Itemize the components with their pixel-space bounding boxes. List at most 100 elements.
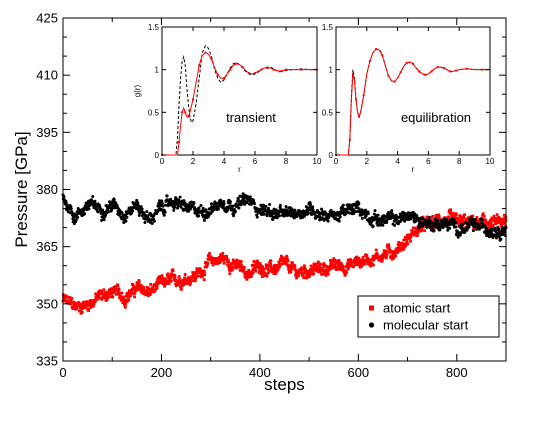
data-point [495, 213, 499, 217]
data-point [359, 262, 363, 266]
data-point [285, 256, 289, 259]
data-point [273, 266, 277, 270]
data-point [93, 299, 97, 303]
data-point [70, 300, 73, 304]
data-point [417, 229, 421, 233]
data-point [143, 220, 147, 224]
data-point [267, 264, 271, 268]
data-point [278, 265, 281, 269]
data-point [167, 282, 171, 285]
inset-equilibration-x-tick-label: 2 [365, 157, 370, 166]
inset-equilibration-y-tick-label: 0 [329, 151, 334, 160]
data-point [320, 207, 324, 211]
data-point [170, 273, 174, 277]
data-point [246, 273, 250, 276]
data-point [125, 291, 129, 295]
inset-transient-frame [161, 26, 318, 156]
data-point [201, 274, 205, 278]
data-point [195, 275, 198, 279]
data-point [137, 280, 141, 284]
data-point [169, 276, 172, 280]
data-point [227, 260, 230, 264]
data-point [353, 259, 357, 263]
data-point [264, 204, 268, 208]
data-point [160, 274, 164, 278]
data-point [197, 214, 201, 218]
inset-transient-marker [229, 68, 232, 71]
data-point [139, 205, 143, 209]
data-point [71, 215, 75, 219]
data-point [179, 285, 182, 288]
data-point [102, 218, 106, 222]
data-point [497, 227, 501, 231]
data-point [222, 261, 226, 265]
data-point [416, 216, 420, 220]
data-point [64, 296, 67, 299]
data-point [437, 213, 440, 217]
data-point [171, 269, 175, 273]
data-point [260, 275, 264, 279]
data-point [355, 255, 359, 259]
data-point [275, 263, 278, 267]
data-point [402, 242, 406, 246]
data-point [74, 218, 78, 222]
data-point [100, 218, 104, 222]
data-point [160, 276, 164, 280]
inset-equilibration-marker [424, 73, 427, 76]
data-point [308, 274, 311, 278]
data-point [486, 226, 490, 230]
data-point [199, 204, 203, 208]
data-point [183, 273, 187, 276]
data-point [151, 287, 155, 291]
data-point [146, 286, 149, 289]
data-point [274, 271, 278, 275]
data-point [385, 253, 389, 257]
inset-transient-marker [300, 68, 303, 71]
data-point [376, 223, 380, 227]
data-point [347, 260, 351, 264]
y-tick-label: 335 [36, 354, 58, 369]
data-point [208, 258, 212, 261]
data-point [405, 240, 409, 244]
data-point [312, 272, 316, 276]
data-point [194, 272, 198, 276]
inset-transient-marker [254, 72, 256, 75]
data-point [171, 199, 175, 203]
data-point [115, 287, 119, 291]
data-point [310, 270, 314, 274]
data-point [222, 199, 226, 203]
data-point [503, 213, 506, 217]
data-point [68, 296, 72, 299]
data-point [116, 284, 120, 288]
data-point [112, 198, 116, 202]
data-point [293, 264, 297, 268]
data-point [193, 275, 197, 278]
data-point [299, 270, 303, 274]
data-point [427, 215, 431, 219]
data-point [347, 264, 351, 268]
data-point [102, 288, 106, 292]
data-point [396, 251, 399, 254]
data-point [211, 263, 215, 267]
x-tick-label: 0 [59, 365, 66, 380]
data-point [385, 218, 389, 222]
data-point [335, 267, 339, 271]
data-point [490, 218, 494, 222]
data-point [183, 276, 187, 280]
data-point [164, 277, 167, 281]
data-point [131, 282, 135, 286]
data-point [343, 271, 347, 275]
data-point [128, 289, 131, 293]
data-point [268, 202, 272, 206]
y-tick-label: 425 [36, 11, 58, 26]
data-point [193, 279, 197, 283]
data-point [289, 265, 293, 269]
data-point [236, 261, 240, 265]
data-point [297, 273, 301, 277]
data-point [345, 270, 348, 274]
data-point [498, 217, 502, 221]
data-point [107, 210, 111, 214]
data-point [87, 309, 91, 312]
data-point [238, 268, 242, 272]
inset-equilibration-x-tick-label: 0 [334, 157, 339, 166]
